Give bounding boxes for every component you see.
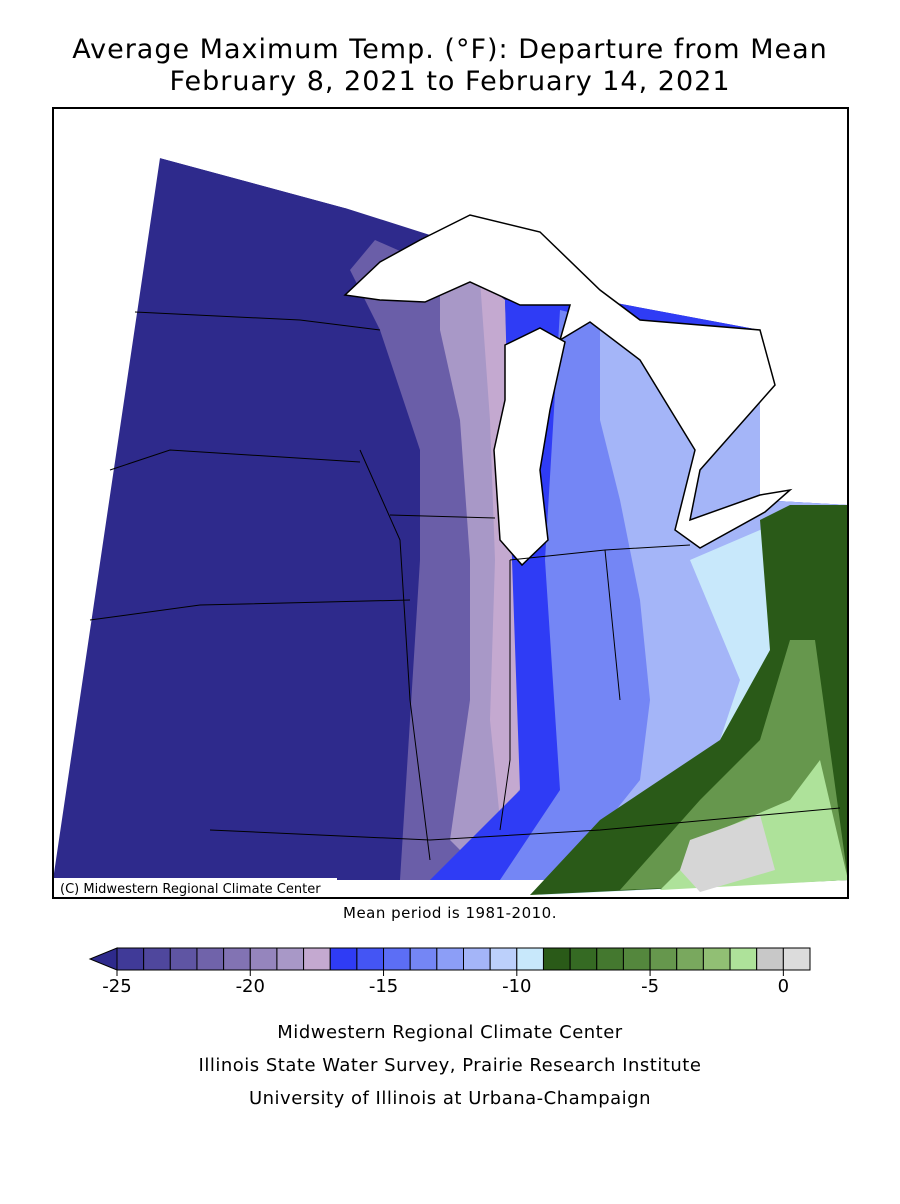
state-line	[209, 807, 841, 841]
colorbar-bin	[436, 947, 465, 971]
colorbar-bin	[729, 947, 758, 971]
colorbar-bin	[756, 947, 784, 971]
colorbar-bin	[542, 947, 571, 971]
credit-box	[54, 878, 337, 897]
colorbar-bin	[383, 947, 411, 971]
lake-michigan	[493, 327, 566, 567]
colorbar-bin	[782, 947, 811, 971]
top-white	[160, 108, 345, 208]
footer-line: Midwestern Regional Climate Center	[277, 1022, 623, 1043]
colorbar-bin	[569, 947, 598, 971]
colorbar-bin	[249, 947, 278, 971]
colorbar-bin	[329, 947, 358, 971]
footer-line: Illinois State Water Survey, Prairie Res…	[199, 1055, 702, 1076]
title: Average Maximum Temp. (°F): Departure fr…	[72, 34, 828, 65]
state-line	[604, 549, 621, 701]
map-frame	[52, 107, 849, 899]
state-line	[89, 599, 411, 621]
colorbar-bin	[143, 947, 171, 971]
colorbar-bin	[409, 947, 438, 971]
colorbar-tick-label: -5	[641, 976, 659, 997]
colorbar-bin	[356, 947, 385, 971]
colorbar-bin	[463, 947, 491, 971]
lake-superior-canada	[343, 214, 793, 549]
state-line	[109, 449, 361, 471]
colorbar-bin	[276, 947, 305, 971]
colorbar-tick-label: 0	[778, 976, 789, 997]
region-pink	[480, 280, 525, 820]
colorbar: -25 -20 -15 -10 -5 0	[88, 947, 811, 997]
colorbar-bin	[116, 947, 145, 971]
colorbar-bin	[596, 947, 624, 971]
state-line	[389, 514, 496, 519]
state-line	[134, 311, 381, 331]
colorbar-under	[88, 947, 118, 971]
colorbar-bin	[622, 947, 651, 971]
colorbar-bin	[169, 947, 198, 971]
colorbar-bin	[223, 947, 251, 971]
credit: (C) Midwestern Regional Climate Center	[60, 882, 321, 897]
colorbar-bin	[489, 947, 518, 971]
colorbar-tick-label: -25	[102, 976, 131, 997]
colorbar-tick-label: -15	[369, 976, 398, 997]
state-line	[359, 449, 431, 861]
colorbar-bin	[516, 947, 544, 971]
colorbar-bin	[649, 947, 678, 971]
colorbar-tick-label: -10	[502, 976, 531, 997]
colorbar-tick-label: -20	[236, 976, 265, 997]
colorbar-bin	[702, 947, 731, 971]
footer-line: University of Illinois at Urbana-Champai…	[249, 1088, 651, 1109]
region-gray	[680, 815, 775, 892]
note: Mean period is 1981-2010.	[343, 904, 557, 922]
colorbar-bin	[303, 947, 331, 971]
state-line	[499, 560, 511, 831]
map: (C) Midwestern Regional Climate Center	[52, 107, 849, 899]
subtitle: February 8, 2021 to February 14, 2021	[169, 66, 730, 97]
colorbar-bin	[196, 947, 225, 971]
colorbar-bin	[676, 947, 704, 971]
